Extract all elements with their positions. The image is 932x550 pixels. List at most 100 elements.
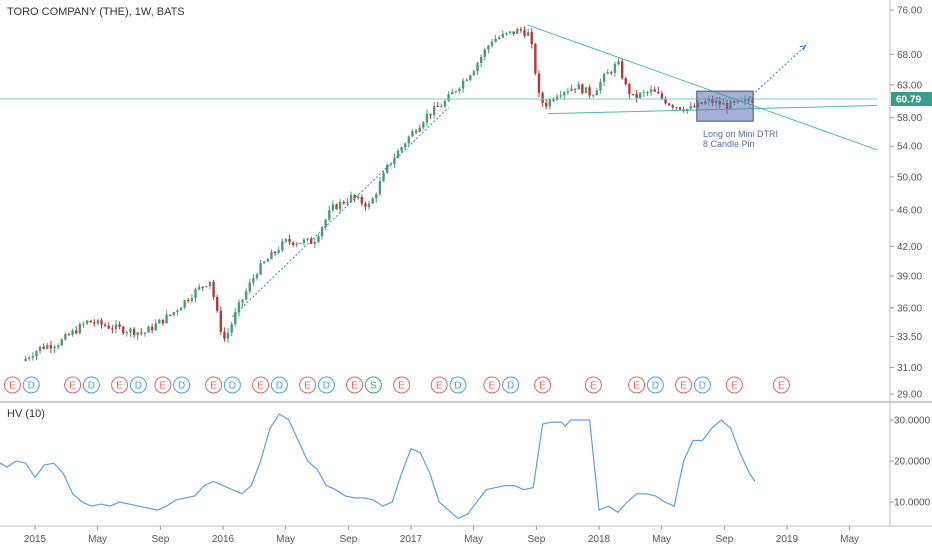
candle-body (324, 219, 327, 228)
candle-body (357, 196, 360, 199)
event-marker-label: D (28, 381, 35, 392)
event-marker-s[interactable] (364, 376, 382, 394)
last-price-tag (891, 92, 932, 107)
price-tick-label: 46.00 (897, 206, 922, 217)
candle-body (284, 239, 288, 242)
candle-body (60, 339, 63, 346)
candle-body (129, 328, 132, 333)
candle-body (628, 84, 631, 95)
event-marker-e[interactable] (772, 376, 790, 394)
candle-body (288, 239, 291, 243)
event-marker-d[interactable] (317, 376, 335, 394)
candle-body (570, 88, 573, 92)
event-marker-label: D (652, 381, 659, 392)
time-tick-label: 2019 (776, 534, 799, 545)
candle-body (385, 165, 389, 173)
event-marker-label: E (69, 381, 76, 392)
event-marker-e[interactable] (205, 376, 223, 394)
event-marker-e[interactable] (154, 376, 172, 394)
event-marker-d[interactable] (270, 376, 288, 394)
event-marker-e[interactable] (299, 376, 317, 394)
candle-body (360, 196, 364, 204)
event-marker-e[interactable] (725, 376, 743, 394)
price-tick-label: 33.50 (897, 332, 922, 343)
price-tick-label: 36.00 (897, 303, 922, 314)
price-tick-label: 54.00 (897, 142, 922, 153)
event-marker-d[interactable] (82, 376, 100, 394)
event-marker-e[interactable] (111, 376, 129, 394)
event-marker-e[interactable] (483, 376, 501, 394)
candle-body (302, 239, 306, 244)
price-tick-label: 31.00 (897, 363, 922, 374)
event-marker-e[interactable] (346, 376, 364, 394)
event-marker-e[interactable] (534, 376, 552, 394)
candle-body (404, 143, 407, 148)
event-marker-label: E (9, 381, 16, 392)
event-marker-d[interactable] (22, 376, 40, 394)
event-marker-label: E (257, 381, 264, 392)
candle-body (505, 32, 508, 34)
candle-body (610, 72, 613, 74)
candle-body (606, 72, 609, 75)
candle-body (114, 324, 118, 330)
highlight-box[interactable] (696, 90, 754, 122)
candle-body (649, 89, 653, 93)
event-marker-label: D (507, 381, 514, 392)
candle-body (158, 319, 161, 324)
event-marker-e[interactable] (584, 376, 602, 394)
projection-dotted-line[interactable] (749, 45, 807, 98)
event-marker-d[interactable] (502, 376, 520, 394)
candle-body (46, 345, 49, 349)
candle-body (237, 302, 241, 313)
candle-body (169, 314, 172, 316)
event-marker-d[interactable] (129, 376, 147, 394)
event-marker-e[interactable] (252, 376, 270, 394)
candle-body (418, 127, 421, 133)
candle-body (646, 92, 649, 94)
event-marker-label: E (160, 381, 167, 392)
price-tick-label: 29.00 (897, 390, 922, 401)
trendline[interactable] (527, 24, 878, 151)
event-marker-e[interactable] (3, 376, 21, 394)
candle-body (273, 251, 277, 253)
candle-body (201, 286, 204, 288)
candle-body (577, 84, 580, 90)
candle-body (432, 106, 436, 116)
projection-arrow-icon (799, 44, 807, 51)
candle-body (67, 334, 71, 336)
candle-body (573, 88, 577, 90)
event-marker-d[interactable] (646, 376, 664, 394)
event-marker-e[interactable] (628, 376, 646, 394)
event-marker-d[interactable] (693, 376, 711, 394)
candle-body (28, 357, 31, 359)
candle-body (613, 64, 617, 73)
event-marker-d[interactable] (173, 376, 191, 394)
event-marker-label: D (135, 381, 142, 392)
candle-body (371, 198, 374, 204)
candle-body (454, 91, 458, 93)
hv-line[interactable] (0, 413, 756, 520)
event-marker-label: D (229, 381, 236, 392)
candle-body (559, 95, 562, 97)
time-tick-label: May (840, 534, 859, 545)
event-marker-e[interactable] (64, 376, 82, 394)
candle-body (295, 243, 298, 245)
candle-body (545, 102, 548, 107)
event-marker-e[interactable] (675, 376, 693, 394)
event-marker-label: E (116, 381, 123, 392)
candle-body (281, 241, 284, 251)
candle-body (675, 107, 678, 109)
event-marker-label: E (539, 381, 546, 392)
candle-body (440, 106, 443, 108)
candle-body (667, 103, 671, 106)
candle-body (190, 298, 194, 301)
candle-body (364, 203, 367, 207)
candle-body (693, 106, 696, 108)
event-marker-d[interactable] (223, 376, 241, 394)
event-marker-d[interactable] (449, 376, 467, 394)
event-marker-label: E (436, 381, 443, 392)
event-marker-e[interactable] (430, 376, 448, 394)
candle-body (631, 94, 635, 96)
event-marker-e[interactable] (393, 376, 411, 394)
